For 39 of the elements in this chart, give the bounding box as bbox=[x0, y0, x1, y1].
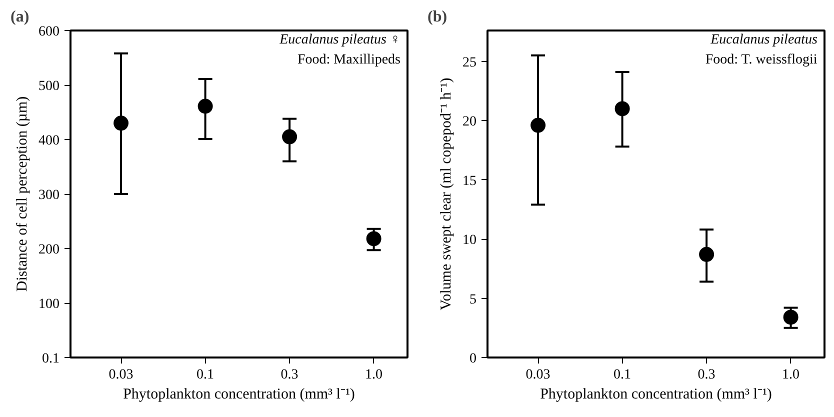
point bbox=[783, 310, 798, 325]
annotation: Eucalanus pileatus ♀ bbox=[278, 32, 401, 48]
x-axis-title: Phytoplankton concentration (mm³ l⁻¹) bbox=[123, 386, 355, 402]
chart-title: (b) bbox=[428, 8, 448, 26]
point bbox=[530, 118, 546, 133]
y-tick-label: 25 bbox=[462, 55, 476, 70]
y-axis-title: Volume swept clear (ml copepod⁻¹ h⁻¹) bbox=[438, 78, 454, 310]
y-axis-title: Distance of cell perception (µm) bbox=[14, 96, 30, 292]
y-tick-label: 20 bbox=[462, 114, 476, 130]
x-tick-label: 0.03 bbox=[526, 368, 550, 382]
y-tick-label: 0 bbox=[470, 352, 476, 366]
y-tick-label: 600 bbox=[38, 24, 60, 40]
x-axis-title: Phytoplankton concentration (mm³ l⁻¹) bbox=[540, 386, 772, 402]
y-tick-label: 15 bbox=[462, 174, 476, 189]
x-tick-label: 0.3 bbox=[698, 368, 716, 382]
y-tick-label: 300 bbox=[38, 188, 60, 203]
point bbox=[699, 246, 714, 262]
y-tick-label: 500 bbox=[38, 79, 60, 94]
y-tick-label: 5 bbox=[470, 292, 476, 308]
x-tick-label: 0.3 bbox=[280, 368, 298, 382]
annotation: Eucalanus pileatus bbox=[710, 32, 818, 48]
point bbox=[614, 101, 630, 116]
x-tick-label: 0.03 bbox=[108, 368, 134, 382]
y-tick-label: 0.1 bbox=[42, 351, 60, 366]
y-tick-label: 400 bbox=[38, 134, 60, 148]
x-tick-label: 1.0 bbox=[782, 368, 800, 382]
point bbox=[366, 231, 382, 246]
y-tick-label: 100 bbox=[38, 297, 60, 312]
y-tick-label: 200 bbox=[38, 242, 60, 258]
point bbox=[282, 129, 298, 144]
y-tick-label: 10 bbox=[462, 233, 476, 248]
x-tick-label: 1.0 bbox=[365, 368, 383, 382]
x-tick-label: 0.1 bbox=[614, 368, 632, 382]
point bbox=[114, 116, 129, 131]
chart-title: (a) bbox=[10, 8, 30, 26]
x-tick-label: 0.1 bbox=[196, 368, 214, 382]
annotation: Food: Maxillipeds bbox=[297, 52, 401, 68]
point bbox=[198, 98, 213, 114]
annotation: Food: T. weissflogii bbox=[705, 52, 818, 68]
